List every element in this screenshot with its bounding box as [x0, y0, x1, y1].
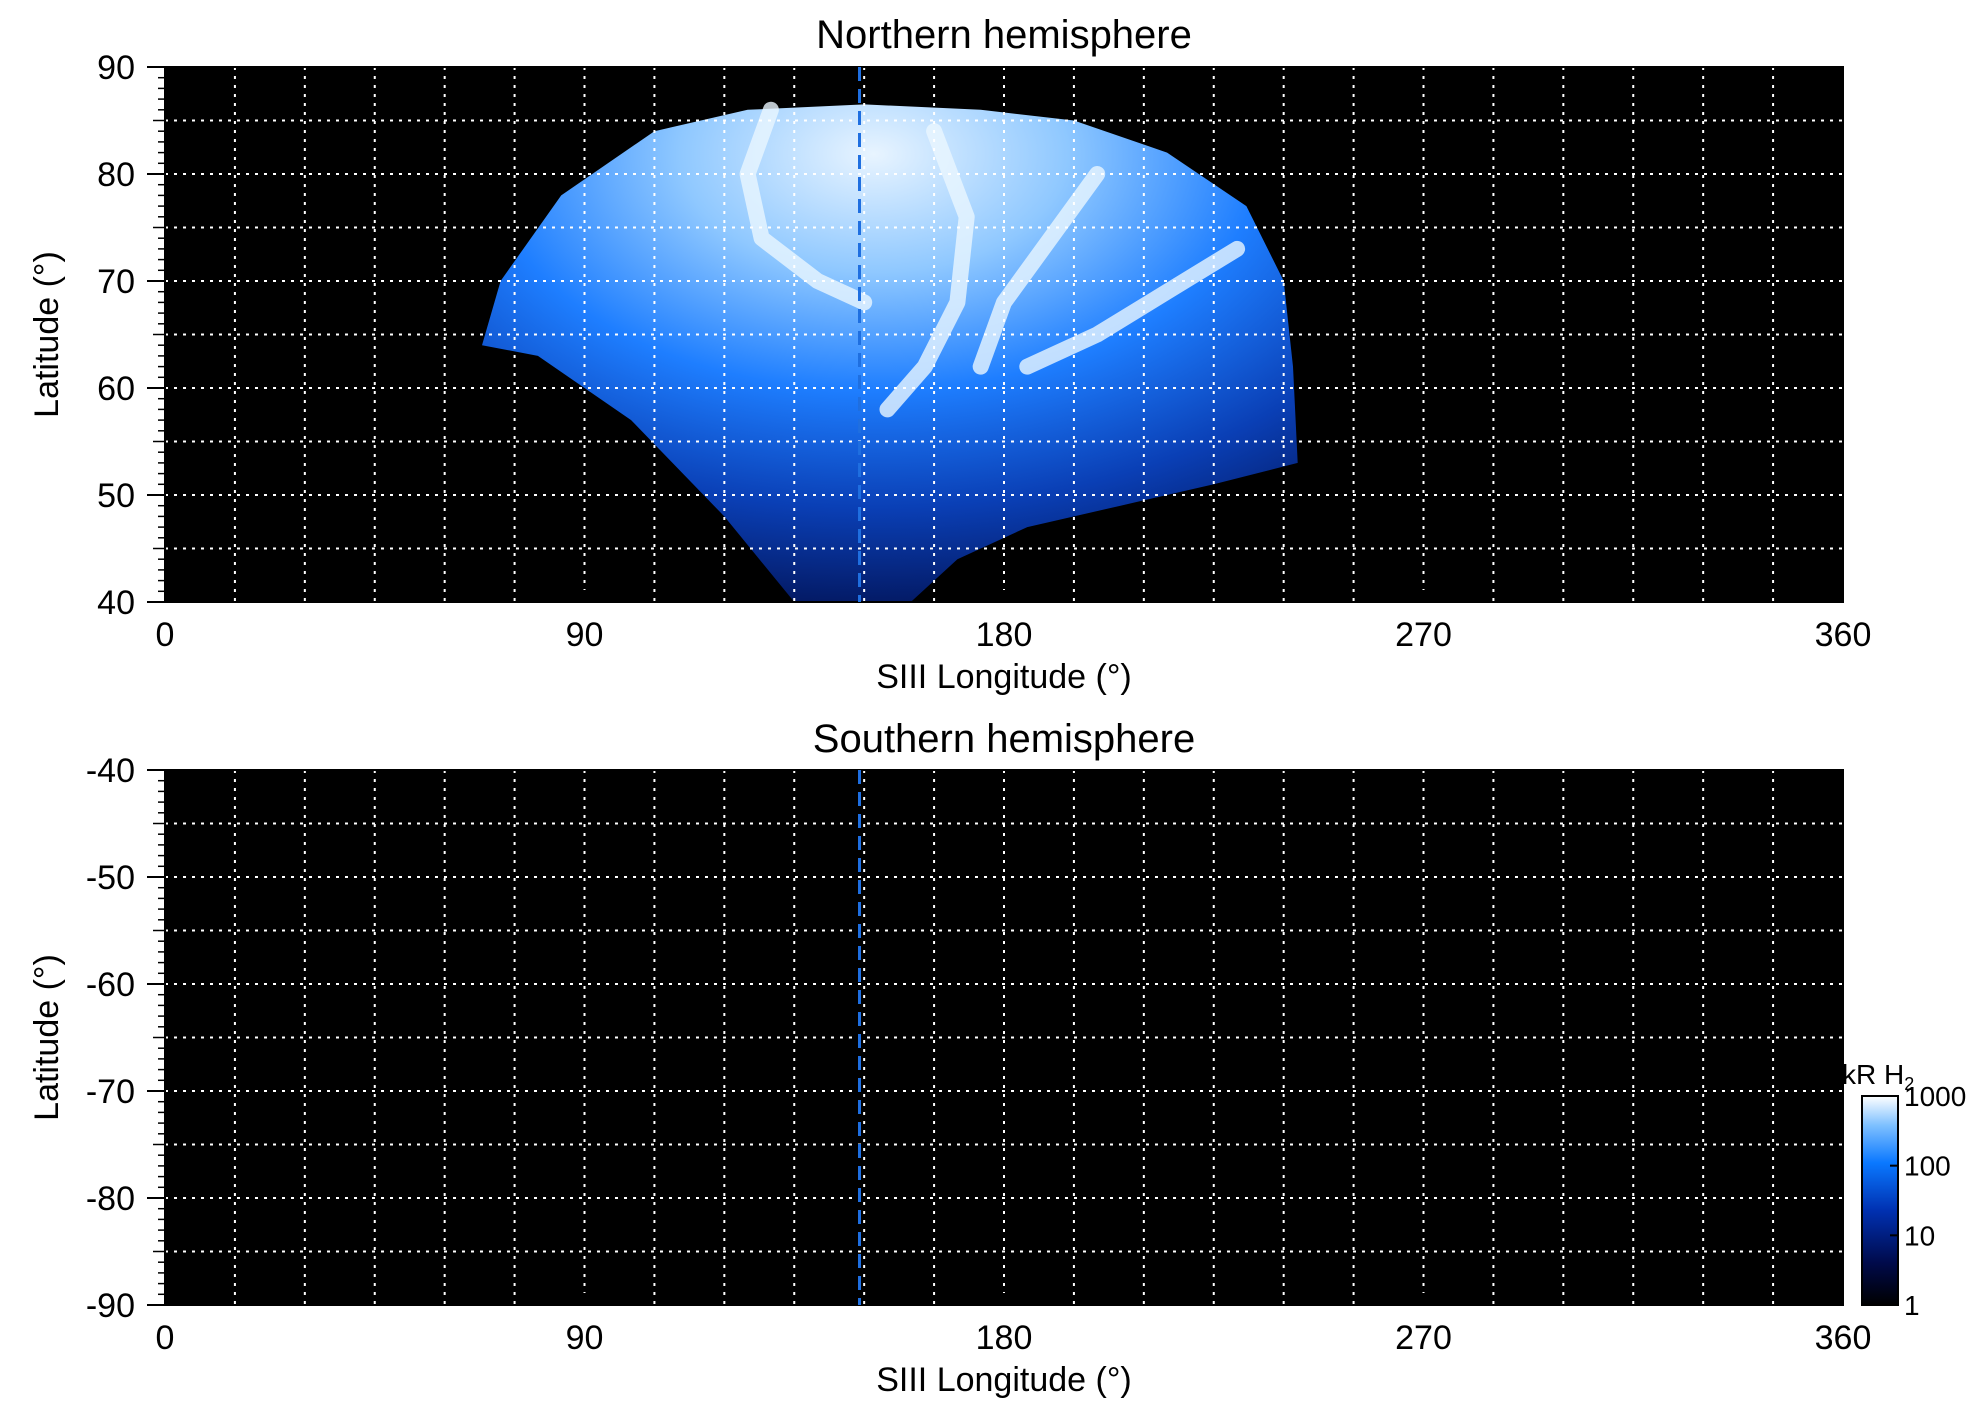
colorbar-label: kR H2 — [1842, 1059, 1914, 1094]
x-tick-label: 360 — [1815, 1319, 1872, 1357]
y-tick-label: 80 — [97, 156, 135, 194]
auroral-emission-region — [482, 104, 1298, 603]
colorbar-tick-label: 1 — [1904, 1290, 1920, 1321]
x-tick-label: 180 — [976, 1319, 1033, 1357]
northern-x-axis-label: SIII Longitude (°) — [876, 658, 1132, 696]
colorbar-label-sub: 2 — [1904, 1074, 1914, 1094]
southern-y-ticks: -40 -50 -60 -70 -80 -90 — [86, 752, 165, 1325]
x-tick-label: 270 — [1395, 616, 1452, 654]
y-tick-label: 70 — [97, 263, 135, 301]
northern-panel-title: Northern hemisphere — [816, 13, 1192, 57]
northern-y-ticks: 40 50 60 70 80 90 — [97, 49, 165, 622]
x-tick-label: 90 — [566, 616, 604, 654]
y-tick-label: -40 — [86, 752, 135, 790]
colorbar-tick-label: 100 — [1904, 1151, 1951, 1182]
colorbar-label-main: kR H — [1842, 1059, 1904, 1090]
northern-y-axis-label: Latitude (°) — [28, 251, 66, 418]
y-tick-label: -80 — [86, 1180, 135, 1218]
x-tick-label: 360 — [1815, 616, 1872, 654]
colorbar-scale — [1861, 1095, 1899, 1306]
bright-arc — [972, 166, 1106, 375]
x-tick-label: 0 — [156, 1319, 175, 1357]
colorbar: kR H2 1 10 100 1000 — [1842, 1059, 1966, 1321]
x-tick-label: 180 — [976, 616, 1033, 654]
northern-x-ticks: 0 90 180 270 360 — [156, 590, 1872, 654]
bright-auroral-arcs — [739, 101, 1246, 418]
bright-arc — [739, 101, 873, 311]
y-tick-label: -70 — [86, 1073, 135, 1111]
y-tick-label: 50 — [97, 477, 135, 515]
colorbar-tick-label: 1000 — [1904, 1081, 1966, 1112]
y-tick-label: -50 — [86, 859, 135, 897]
y-tick-label: 40 — [97, 584, 135, 622]
x-tick-label: 0 — [156, 616, 175, 654]
colorbar-tick-label: 10 — [1904, 1220, 1935, 1251]
y-tick-label: -60 — [86, 966, 135, 1004]
colorbar-ticks: 1 10 100 1000 — [1890, 1081, 1966, 1321]
x-tick-label: 270 — [1395, 1319, 1452, 1357]
y-tick-label: -90 — [86, 1287, 135, 1325]
y-tick-label: 90 — [97, 49, 135, 87]
northern-hemisphere-panel: Northern hemisphere 0 90 180 270 360 40 50 60 7… — [28, 13, 1871, 696]
southern-y-axis-label: Latitude (°) — [28, 954, 66, 1121]
southern-x-ticks: 0 90 180 270 360 — [156, 1293, 1872, 1357]
y-tick-label: 60 — [97, 370, 135, 408]
x-tick-label: 90 — [566, 1319, 604, 1357]
bright-arc — [1019, 240, 1246, 375]
southern-panel-title: Southern hemisphere — [813, 717, 1195, 761]
northern-grid — [164, 66, 1844, 603]
southern-x-axis-label: SIII Longitude (°) — [876, 1361, 1132, 1399]
southern-hemisphere-panel: Southern hemisphere 0 90 180 270 360 -40-50-… — [28, 717, 1871, 1399]
bright-arc — [879, 123, 975, 418]
